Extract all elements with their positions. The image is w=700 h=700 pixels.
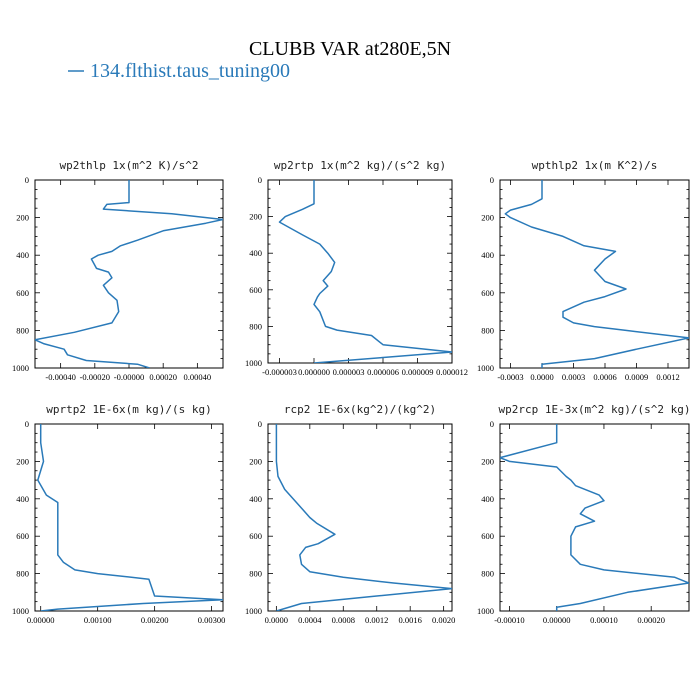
x-tick-label: 0.0000 bbox=[530, 372, 553, 382]
plot-frame bbox=[499, 179, 690, 369]
y-tick-label: 1000 bbox=[12, 363, 29, 373]
y-tick-label: 0 bbox=[25, 175, 29, 185]
panel-1: wp2thlp 1x(m^2 K)/s^2 0 200 400 600 800 1000 -0… bbox=[12, 159, 224, 382]
plot-frame bbox=[499, 423, 690, 612]
x-tick-label: 0.00000 bbox=[27, 615, 55, 625]
y-tick-label: 800 bbox=[249, 569, 262, 579]
y-tick-label: 0 bbox=[258, 419, 262, 429]
y-tick-label: 600 bbox=[481, 288, 494, 298]
x-tick-label: 0.0020 bbox=[432, 615, 455, 625]
x-tick-label: 0.0016 bbox=[398, 615, 421, 625]
x-tick-label: 0.0004 bbox=[298, 615, 322, 625]
profile-line bbox=[35, 180, 223, 368]
panels: wp2thlp 1x(m^2 K)/s^202004006008001000-0… bbox=[12, 159, 691, 625]
y-tick-label: 1000 bbox=[245, 606, 262, 616]
y-tick-label: 0 bbox=[490, 175, 494, 185]
figure-title: CLUBB VAR at280E,5N bbox=[249, 38, 451, 60]
y-tick-label: 200 bbox=[249, 212, 262, 222]
x-tick-label: 0.00040 bbox=[184, 372, 212, 382]
x-tick-label: 0.00020 bbox=[149, 372, 177, 382]
profile-line bbox=[500, 424, 689, 611]
y-tick-label: 800 bbox=[16, 569, 29, 579]
x-tick-label: 0.00200 bbox=[141, 615, 169, 625]
y-tick-label: 400 bbox=[249, 248, 262, 258]
panel-5: rcp2 1E-6x(kg^2)/(kg^2) 0 200 400 600 800 1000… bbox=[245, 403, 455, 625]
y-tick-label: 400 bbox=[481, 494, 494, 504]
panel-title: wp2rtp 1x(m^2 kg)/(s^2 kg) bbox=[274, 159, 446, 172]
panel-2: wp2rtp 1x(m^2 kg)/(s^2 kg) 0 200 400 600 800 1… bbox=[245, 159, 468, 377]
y-tick-label: 200 bbox=[481, 456, 494, 466]
x-tick-label: 0.00100 bbox=[84, 615, 112, 625]
y-tick-label: 400 bbox=[481, 250, 494, 260]
y-tick-label: 1000 bbox=[477, 363, 494, 373]
x-tick-label: 0.0003 bbox=[562, 372, 585, 382]
profile-line bbox=[278, 180, 452, 363]
x-tick-label: -0.0003 bbox=[497, 372, 523, 382]
panel-title: rcp2 1E-6x(kg^2)/(kg^2) bbox=[284, 403, 436, 416]
plot-frame bbox=[34, 423, 224, 612]
plot-frame bbox=[267, 423, 453, 612]
x-tick-label: -0.00010 bbox=[494, 615, 524, 625]
panel-3: wpthlp2 1x(m K^2)/s 0 200 400 600 800 1000-0.0… bbox=[477, 159, 690, 382]
y-tick-label: 200 bbox=[481, 213, 494, 223]
plot-frame bbox=[267, 179, 453, 364]
panel-title: wp2thlp 1x(m^2 K)/s^2 bbox=[59, 159, 198, 172]
y-tick-label: 0 bbox=[25, 419, 29, 429]
x-tick-label: 0.000012 bbox=[436, 367, 468, 377]
legend-label: 134.flthist.taus_tuning00 bbox=[90, 60, 290, 82]
x-tick-label: -0.00020 bbox=[80, 372, 110, 382]
profile-line bbox=[504, 180, 689, 368]
y-tick-label: 0 bbox=[258, 175, 262, 185]
y-tick-label: 400 bbox=[16, 494, 29, 504]
y-tick-label: 0 bbox=[490, 419, 494, 429]
x-tick-label: 0.00300 bbox=[198, 615, 226, 625]
x-tick-label: 0.0009 bbox=[625, 372, 648, 382]
x-tick-label: 0.00000 bbox=[543, 615, 571, 625]
x-tick-label: 0.0006 bbox=[593, 372, 616, 382]
x-tick-label: 0.000000 bbox=[298, 367, 330, 377]
y-tick-label: 200 bbox=[16, 213, 29, 223]
profile-line bbox=[275, 424, 452, 611]
y-tick-label: 400 bbox=[249, 494, 262, 504]
y-tick-label: 600 bbox=[249, 285, 262, 295]
x-tick-label: 0.000006 bbox=[367, 367, 399, 377]
y-tick-label: 600 bbox=[16, 531, 29, 541]
y-tick-label: 600 bbox=[249, 531, 262, 541]
x-tick-label: -0.00000 bbox=[114, 372, 144, 382]
y-tick-label: 1000 bbox=[12, 606, 29, 616]
x-tick-label: 0.0012 bbox=[656, 372, 679, 382]
legend: 134.flthist.taus_tuning00 bbox=[68, 60, 290, 82]
y-tick-label: 600 bbox=[16, 288, 29, 298]
panel-title: wprtp2 1E-6x(m kg)/(s kg) bbox=[46, 403, 212, 416]
x-tick-label: 0.000009 bbox=[402, 367, 434, 377]
x-tick-label: 0.00010 bbox=[590, 615, 618, 625]
plot-frame bbox=[34, 179, 224, 369]
y-tick-label: 200 bbox=[16, 456, 29, 466]
x-tick-label: -0.00040 bbox=[45, 372, 75, 382]
x-tick-label: -0.000003 bbox=[262, 367, 297, 377]
y-tick-label: 800 bbox=[481, 569, 494, 579]
profile-line bbox=[37, 424, 223, 611]
panel-title: wpthlp2 1x(m K^2)/s bbox=[532, 159, 658, 172]
y-tick-label: 400 bbox=[16, 250, 29, 260]
y-tick-label: 800 bbox=[481, 325, 494, 335]
x-tick-label: 0.000003 bbox=[333, 367, 365, 377]
x-tick-label: 0.0000 bbox=[265, 615, 288, 625]
y-tick-label: 800 bbox=[16, 325, 29, 335]
x-tick-label: 0.00020 bbox=[637, 615, 665, 625]
y-tick-label: 600 bbox=[481, 531, 494, 541]
panel-title: wp2rcp 1E-3x(m^2 kg)/(s^2 kg) bbox=[498, 403, 690, 416]
x-tick-label: 0.0008 bbox=[332, 615, 355, 625]
x-tick-label: 0.0012 bbox=[365, 615, 388, 625]
panel-4: wprtp2 1E-6x(m kg)/(s kg) 0 200 400 600 800 10… bbox=[12, 403, 225, 625]
y-tick-label: 800 bbox=[249, 321, 262, 331]
y-tick-label: 1000 bbox=[245, 358, 262, 368]
y-tick-label: 200 bbox=[249, 456, 262, 466]
y-tick-label: 1000 bbox=[477, 606, 494, 616]
panel-6: wp2rcp 1E-3x(m^2 kg)/(s^2 kg) 0 200 400 600 8… bbox=[477, 403, 691, 625]
